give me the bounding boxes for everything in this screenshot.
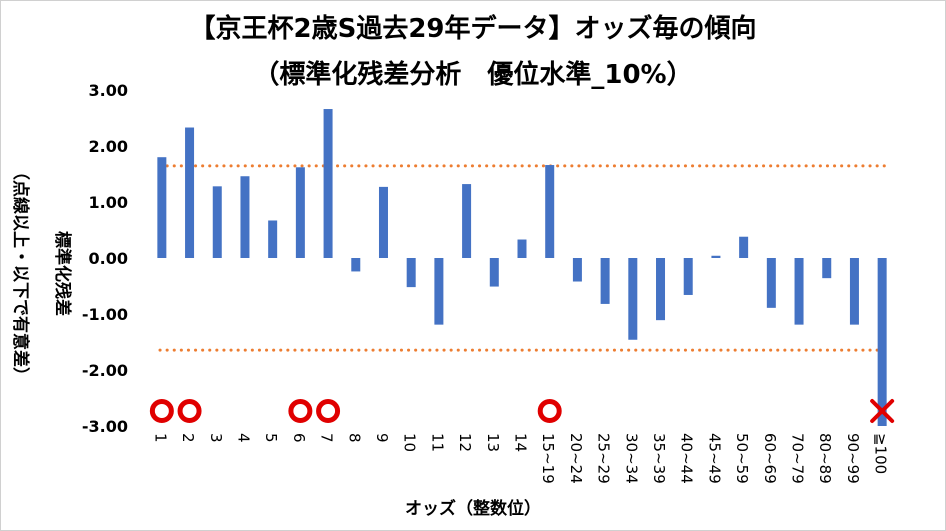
x-tick-label: 80~89 [816, 433, 834, 484]
x-tick-label: 13 [484, 433, 502, 452]
y-tick-label: -3.00 [82, 417, 128, 436]
circle-marker-1 [149, 399, 174, 423]
circle-marker-2 [177, 399, 202, 423]
bar-25~29 [600, 258, 610, 304]
bar-2 [185, 127, 195, 259]
x-tick-label: 20~24 [567, 433, 585, 484]
x-axis-ticks: 1 2 3 4 5 6 7 8 9 10 11 12 13 14 15~19 20~24 25~29 30~34 3… [151, 433, 889, 484]
bar-70~79 [794, 258, 804, 325]
x-tick-label: 15~19 [539, 433, 557, 484]
bar-1 [157, 157, 167, 258]
bars [157, 109, 887, 426]
x-tick-label: 30~34 [622, 433, 640, 484]
bar-6 [295, 167, 305, 258]
markers [149, 399, 895, 423]
bar-11 [434, 258, 444, 325]
cross-marker-≧100 [870, 399, 895, 423]
x-tick-label: 5 [262, 433, 280, 443]
x-tick-label: 3 [207, 433, 225, 443]
x-tick-label: 45~49 [705, 433, 723, 484]
bar-≧100 [877, 258, 887, 426]
y-tick-label: 3.00 [89, 81, 128, 100]
y-tick-label: -2.00 [82, 361, 128, 380]
x-tick-label: 14 [512, 433, 530, 452]
bar-4 [240, 176, 250, 258]
y-tick-label: -1.00 [82, 305, 128, 324]
x-tick-label: 8 [345, 433, 363, 443]
circle-marker-7 [316, 399, 341, 423]
bar-10 [406, 258, 416, 288]
bar-60~69 [766, 258, 776, 308]
bar-13 [489, 258, 499, 287]
x-tick-label: 2 [179, 433, 197, 443]
x-tick-label: 9 [373, 433, 391, 443]
threshold-lines [158, 164, 888, 352]
circle-marker-6 [288, 399, 313, 423]
x-tick-label: 35~39 [650, 433, 668, 484]
chart-subtitle: （標準化残差分析 優位水準_10%） [253, 60, 693, 90]
bar-8 [351, 258, 361, 272]
x-tick-label: 11 [428, 433, 446, 452]
x-tick-label: 6 [290, 433, 308, 443]
y-tick-label: 2.00 [89, 137, 128, 156]
x-tick-label: 60~69 [761, 433, 779, 484]
cross-stroke [870, 399, 895, 423]
x-tick-label: 70~79 [789, 433, 807, 484]
y-axis-ticks: 3.00 2.00 1.00 0.00 -1.00 -2.00 -3.00 [82, 81, 128, 436]
y-tick-label: 1.00 [89, 193, 128, 212]
bar-7 [323, 109, 333, 258]
x-tick-label: 25~29 [595, 433, 613, 484]
bar-40~44 [683, 258, 693, 295]
bar-3 [212, 186, 222, 258]
bar-20~24 [572, 258, 582, 282]
x-tick-label: 10 [401, 433, 419, 452]
bar-35~39 [656, 258, 666, 321]
x-tick-label: 1 [151, 433, 169, 443]
bar-9 [378, 186, 388, 258]
bar-50~59 [739, 236, 749, 258]
x-tick-label: 90~99 [844, 433, 862, 484]
x-tick-label: 12 [456, 433, 474, 452]
bar-90~99 [849, 258, 859, 325]
circle-marker-15~19 [537, 399, 562, 423]
bar-12 [462, 184, 472, 258]
x-tick-label: 7 [318, 433, 336, 443]
x-tick-label: 4 [234, 433, 252, 443]
bar-45~49 [711, 255, 721, 258]
x-tick-label: 50~59 [733, 433, 751, 484]
bar-14 [517, 239, 527, 258]
bar-80~89 [822, 258, 832, 279]
bar-15~19 [545, 165, 555, 258]
x-axis-label: オッズ（整数位） [405, 499, 541, 519]
bar-5 [268, 220, 278, 258]
x-tick-label: ≧100 [872, 433, 890, 474]
x-tick-label: 40~44 [678, 433, 696, 484]
y-tick-label: 0.00 [89, 249, 128, 268]
bar-30~34 [628, 258, 638, 340]
chart-title: 【京王杯2歳S過去29年データ】オッズ毎の傾向 [189, 14, 757, 44]
